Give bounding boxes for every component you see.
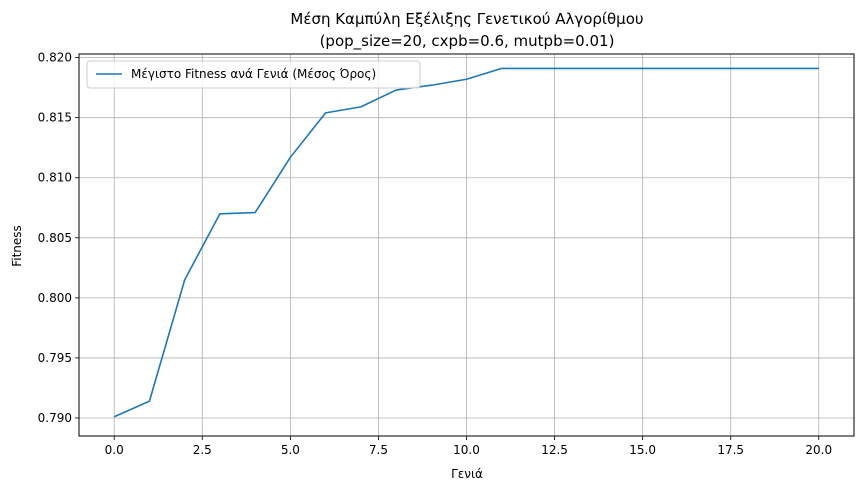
x-tick-label: 5.0 bbox=[281, 443, 300, 457]
x-axis: 0.0 2.5 5.0 7.5 10.0 12.5 15.0 17.5 20.0 bbox=[105, 436, 832, 457]
y-axis-label: Fitness bbox=[10, 225, 24, 267]
legend-box bbox=[86, 60, 421, 89]
x-tick-label: 15.0 bbox=[629, 443, 656, 457]
y-tick-label: 0.810 bbox=[38, 171, 72, 185]
y-tick-label: 0.790 bbox=[38, 411, 72, 425]
legend: Μέγιστο Fitness ανά Γενιά (Μέσος Όρος) bbox=[86, 60, 421, 89]
x-tick-label: 12.5 bbox=[541, 443, 568, 457]
x-tick-label: 2.5 bbox=[193, 443, 212, 457]
x-tick-label: 10.0 bbox=[453, 443, 480, 457]
y-axis: 0.790 0.795 0.800 0.805 0.810 0.815 0.820 bbox=[38, 51, 79, 425]
grid bbox=[79, 54, 854, 436]
x-tick-label: 0.0 bbox=[105, 443, 124, 457]
chart-title-line2: (pop_size=20, cxpb=0.6, mutpb=0.01) bbox=[320, 32, 615, 51]
y-tick-label: 0.800 bbox=[38, 291, 72, 305]
y-tick-label: 0.805 bbox=[38, 231, 72, 245]
chart-title-line1: Μέση Καμπύλη Εξέλιξης Γενετικού Αλγορίθμ… bbox=[290, 10, 643, 28]
x-tick-label: 7.5 bbox=[369, 443, 388, 457]
series-layer bbox=[113, 67, 819, 418]
y-tick-label: 0.795 bbox=[38, 351, 72, 365]
series-line bbox=[113, 67, 819, 418]
x-tick-label: 17.5 bbox=[717, 443, 744, 457]
y-tick-label: 0.820 bbox=[38, 51, 72, 65]
x-tick-label: 20.0 bbox=[805, 443, 832, 457]
y-tick-label: 0.815 bbox=[38, 111, 72, 125]
legend-entry: Μέγιστο Fitness ανά Γενιά (Μέσος Όρος) bbox=[131, 67, 376, 81]
x-axis-label: Γενιά bbox=[451, 467, 483, 481]
